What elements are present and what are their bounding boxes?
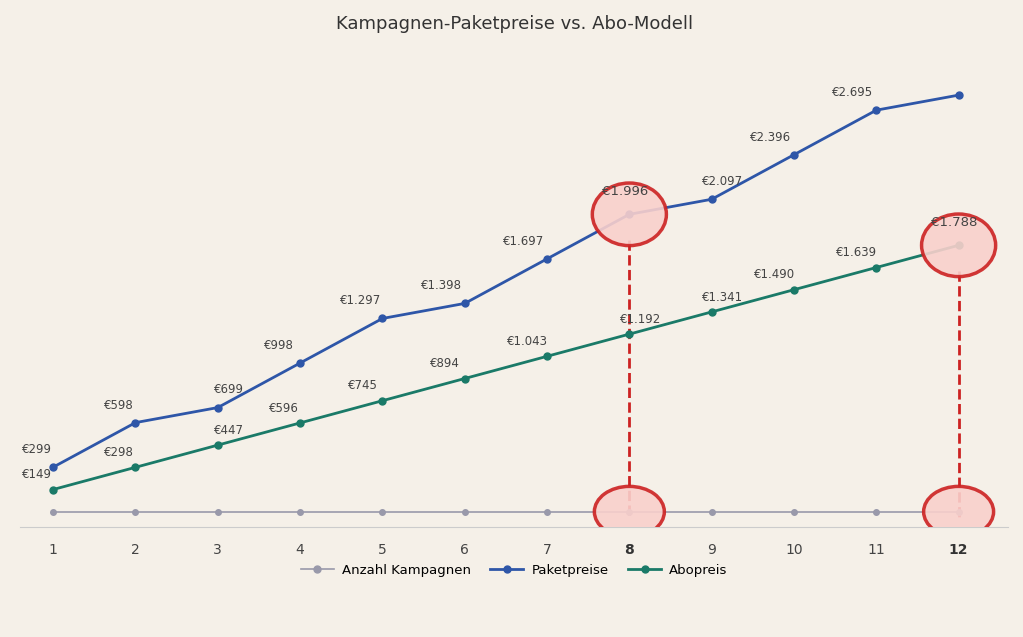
- Text: €998: €998: [264, 339, 295, 352]
- Ellipse shape: [924, 487, 993, 537]
- Text: €598: €598: [104, 399, 134, 412]
- Text: €1.697: €1.697: [503, 235, 544, 248]
- Ellipse shape: [922, 214, 995, 276]
- Text: €298: €298: [104, 446, 134, 459]
- Text: €1.297: €1.297: [340, 294, 381, 308]
- Title: Kampagnen-Paketpreise vs. Abo-Modell: Kampagnen-Paketpreise vs. Abo-Modell: [336, 15, 693, 33]
- Text: €2.396: €2.396: [750, 131, 791, 143]
- Text: €2.097: €2.097: [702, 175, 744, 188]
- Text: €1.398: €1.398: [420, 279, 461, 292]
- Text: €447: €447: [214, 424, 243, 437]
- Ellipse shape: [592, 183, 666, 246]
- Text: €299: €299: [21, 443, 51, 456]
- Text: €1.043: €1.043: [507, 335, 548, 348]
- Text: €1.639: €1.639: [836, 246, 878, 259]
- Text: €1.192: €1.192: [620, 313, 661, 326]
- Text: €1.490: €1.490: [754, 268, 795, 282]
- Text: €745: €745: [348, 380, 377, 392]
- Ellipse shape: [594, 487, 664, 537]
- Text: €894: €894: [431, 357, 460, 370]
- Text: €1.996: €1.996: [603, 185, 649, 199]
- Text: €2.695: €2.695: [832, 86, 874, 99]
- Text: €1.341: €1.341: [702, 290, 744, 304]
- Legend: Anzahl Kampagnen, Paketpreise, Abopreis: Anzahl Kampagnen, Paketpreise, Abopreis: [296, 559, 732, 582]
- Text: €1.788: €1.788: [931, 217, 978, 229]
- Text: €699: €699: [214, 383, 243, 396]
- Text: €596: €596: [268, 401, 299, 415]
- Text: €149: €149: [21, 468, 51, 481]
